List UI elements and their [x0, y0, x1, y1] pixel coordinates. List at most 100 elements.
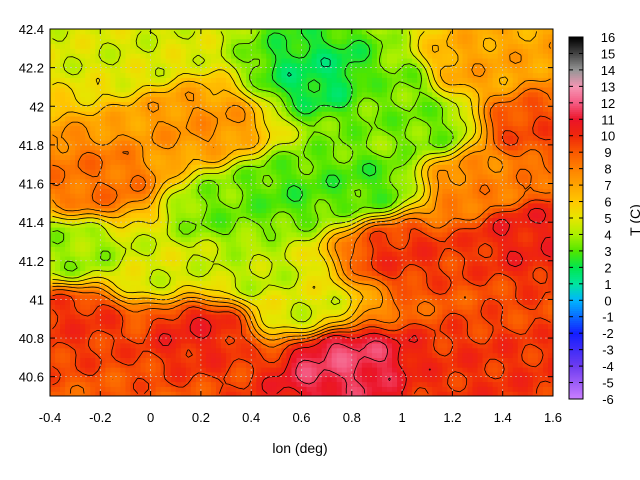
heat-cell	[110, 217, 116, 223]
heat-cell	[472, 251, 479, 257]
heat-cell	[306, 222, 313, 228]
heat-cell	[301, 173, 308, 180]
heat-cell	[487, 367, 494, 373]
heat-cell	[311, 251, 318, 257]
heat-cell	[165, 236, 172, 243]
heat-cell	[210, 246, 217, 252]
heat-cell	[286, 381, 293, 387]
heat-cell	[85, 222, 91, 228]
heat-cell	[95, 255, 101, 262]
heat-cell	[346, 391, 353, 396]
heat-cell	[371, 198, 378, 204]
heat-cell	[226, 226, 232, 233]
heat-cell	[60, 352, 66, 358]
heat-cell	[70, 202, 76, 209]
heat-cell	[381, 226, 388, 233]
heat-cell	[452, 198, 459, 204]
heat-cell	[341, 246, 348, 252]
heat-cell	[537, 357, 544, 363]
heat-cell	[70, 304, 76, 310]
heat-cell	[502, 207, 509, 214]
heat-cell	[422, 309, 428, 315]
heat-cell	[150, 333, 157, 339]
heat-cell	[331, 169, 338, 175]
heat-cell	[467, 270, 474, 276]
heat-cell	[507, 226, 514, 233]
heat-cell	[507, 164, 514, 170]
heat-cell	[381, 391, 388, 396]
heat-cell	[517, 193, 524, 199]
heat-cell	[532, 241, 539, 247]
heat-cell	[467, 309, 474, 315]
heat-cell	[306, 246, 313, 252]
heat-cell	[50, 362, 56, 368]
heat-cell	[221, 357, 227, 363]
heat-cell	[397, 246, 403, 252]
heat-cell	[200, 391, 207, 396]
heat-cell	[165, 309, 172, 315]
heat-cell	[286, 222, 293, 228]
heat-cell	[215, 333, 222, 339]
heat-cell	[266, 338, 272, 344]
heat-cell	[180, 386, 187, 392]
heat-cell	[346, 251, 353, 257]
heat-cell	[266, 309, 272, 315]
heat-cell	[185, 164, 192, 170]
heat-cell	[110, 386, 116, 392]
heat-cell	[60, 376, 66, 383]
heat-cell	[266, 299, 272, 305]
heat-cell	[205, 188, 212, 194]
heat-cell	[205, 217, 212, 223]
heat-cell	[392, 333, 398, 339]
heat-cell	[392, 323, 398, 329]
heat-cell	[462, 338, 469, 344]
heat-cell	[452, 183, 459, 189]
heat-cell	[80, 367, 86, 373]
heat-cell	[150, 309, 157, 315]
heat-cell	[115, 154, 122, 160]
heat-cell	[236, 251, 242, 257]
heat-cell	[241, 347, 247, 354]
heat-cell	[422, 342, 428, 349]
heat-cell	[467, 333, 474, 339]
heat-cell	[467, 255, 474, 262]
heat-cell	[512, 212, 519, 218]
heat-cell	[331, 333, 338, 339]
heat-cell	[271, 309, 277, 315]
heat-cell	[60, 251, 66, 257]
heat-cell	[246, 251, 252, 257]
heat-cell	[155, 347, 162, 354]
heat-cell	[135, 294, 142, 301]
heat-cell	[432, 231, 438, 238]
heat-cell	[432, 246, 438, 252]
heat-cell	[432, 154, 438, 160]
heat-cell	[432, 381, 438, 387]
heat-cell	[135, 386, 142, 392]
heat-cell	[261, 260, 267, 267]
heat-cell	[522, 202, 529, 209]
heat-cell	[291, 169, 298, 175]
heat-cell	[427, 169, 433, 175]
heat-cell	[75, 294, 81, 301]
heat-cell	[422, 367, 428, 373]
heat-cell	[537, 265, 544, 272]
heat-cell	[155, 294, 162, 301]
heat-cell	[195, 318, 202, 325]
heat-cell	[527, 386, 534, 392]
heat-cell	[130, 212, 137, 218]
heat-cell	[422, 169, 428, 175]
heat-cell	[251, 342, 257, 349]
heat-cell	[115, 265, 122, 272]
heat-cell	[366, 222, 373, 228]
heat-cell	[271, 386, 277, 392]
heat-cell	[70, 207, 76, 214]
heat-cell	[276, 391, 282, 396]
heat-cell	[412, 299, 418, 305]
heat-cell	[221, 159, 227, 165]
heat-cell	[376, 246, 383, 252]
heat-cell	[492, 270, 499, 276]
heat-cell	[296, 164, 303, 170]
heat-cell	[341, 275, 348, 281]
heat-cell	[482, 367, 489, 373]
heat-cell	[246, 362, 252, 368]
